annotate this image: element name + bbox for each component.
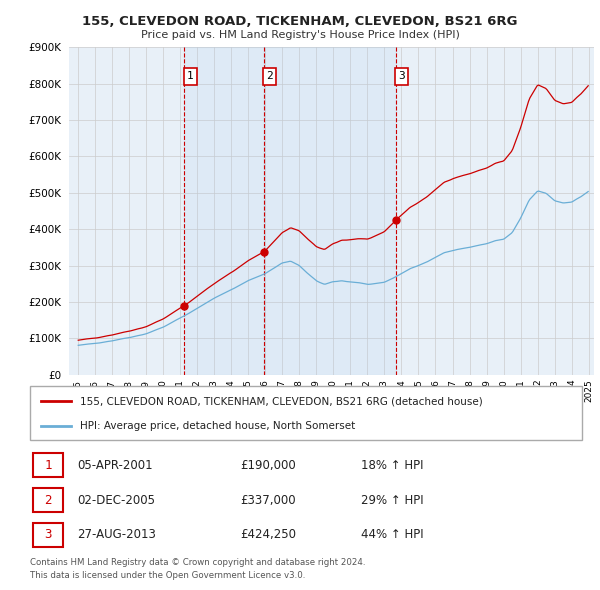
Text: HPI: Average price, detached house, North Somerset: HPI: Average price, detached house, Nort…: [80, 421, 355, 431]
Text: 02-DEC-2005: 02-DEC-2005: [77, 493, 155, 507]
Bar: [184, 47, 263, 375]
Text: 1: 1: [187, 71, 194, 81]
Text: 44% ↑ HPI: 44% ↑ HPI: [361, 529, 424, 542]
Text: £424,250: £424,250: [240, 529, 296, 542]
Text: This data is licensed under the Open Government Licence v3.0.: This data is licensed under the Open Gov…: [30, 571, 305, 579]
FancyBboxPatch shape: [33, 523, 63, 547]
Text: Contains HM Land Registry data © Crown copyright and database right 2024.: Contains HM Land Registry data © Crown c…: [30, 558, 365, 566]
Text: 1: 1: [44, 458, 52, 471]
Bar: [263, 47, 395, 375]
FancyBboxPatch shape: [33, 453, 63, 477]
Text: £190,000: £190,000: [240, 458, 296, 471]
Text: 3: 3: [398, 71, 405, 81]
Text: 155, CLEVEDON ROAD, TICKENHAM, CLEVEDON, BS21 6RG (detached house): 155, CLEVEDON ROAD, TICKENHAM, CLEVEDON,…: [80, 396, 482, 407]
Text: Price paid vs. HM Land Registry's House Price Index (HPI): Price paid vs. HM Land Registry's House …: [140, 30, 460, 40]
FancyBboxPatch shape: [33, 488, 63, 512]
Text: 18% ↑ HPI: 18% ↑ HPI: [361, 458, 424, 471]
FancyBboxPatch shape: [30, 386, 582, 440]
Text: 27-AUG-2013: 27-AUG-2013: [77, 529, 156, 542]
Text: 05-APR-2001: 05-APR-2001: [77, 458, 152, 471]
Text: 2: 2: [266, 71, 273, 81]
Text: 155, CLEVEDON ROAD, TICKENHAM, CLEVEDON, BS21 6RG: 155, CLEVEDON ROAD, TICKENHAM, CLEVEDON,…: [82, 15, 518, 28]
Text: 3: 3: [44, 529, 52, 542]
Text: 2: 2: [44, 493, 52, 507]
Text: 29% ↑ HPI: 29% ↑ HPI: [361, 493, 424, 507]
Text: £337,000: £337,000: [240, 493, 295, 507]
